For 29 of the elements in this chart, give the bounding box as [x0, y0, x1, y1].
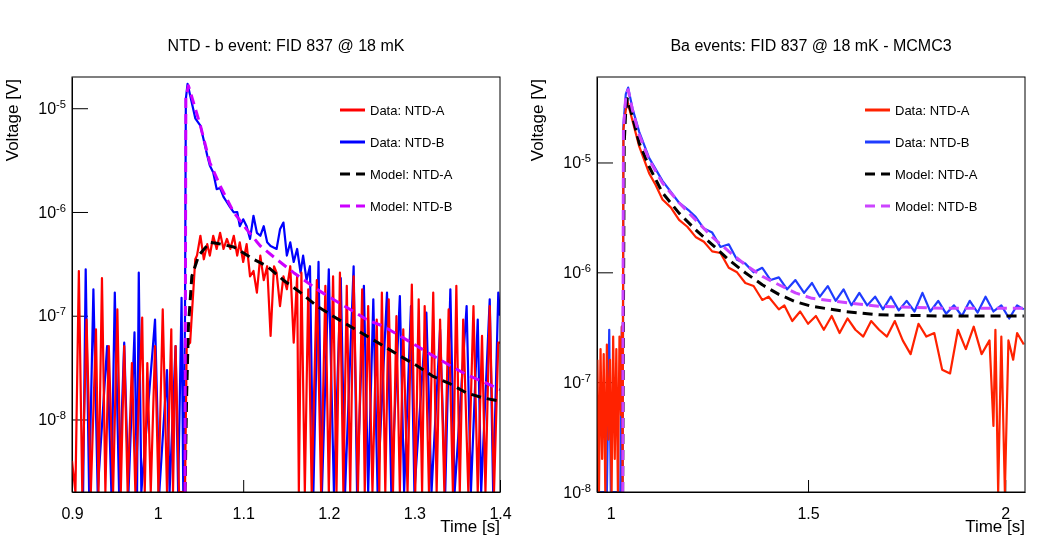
x-tick-label: 1: [606, 505, 616, 523]
legend-label: Data: NTD-B: [895, 135, 970, 150]
y-axis-title: Voltage [V]: [3, 79, 22, 162]
x-tick-label: 1.2: [318, 505, 341, 523]
x-tick-label: 0.9: [61, 505, 84, 523]
legend-label: Model: NTD-A: [370, 167, 453, 182]
x-tick-label: 1.3: [403, 505, 427, 523]
y-tick-label: 10$^{-7}$: [38, 305, 66, 325]
x-tick-label: 1.1: [232, 505, 255, 523]
legend-label: Model: NTD-A: [895, 167, 978, 182]
y-tick-label: 10$^{-8}$: [563, 481, 591, 501]
y-axis-title: Voltage [V]: [528, 79, 547, 162]
legend-label: Model: NTD-B: [370, 199, 453, 214]
y-tick-label: 10$^{-6}$: [38, 201, 66, 221]
y-tick-label: 10$^{-5}$: [38, 97, 66, 117]
legend-label: Data: NTD-A: [370, 103, 445, 118]
chart-title: Ba events: FID 837 @ 18 mK - MCMC3: [670, 37, 952, 54]
legend-label: Data: NTD-A: [895, 103, 970, 118]
chart-title: NTD - b event: FID 837 @ 18 mK: [167, 37, 405, 54]
x-tick-label: 1.5: [797, 505, 820, 523]
y-tick-label: 10$^{-5}$: [563, 152, 591, 172]
legend-label: Data: NTD-B: [370, 135, 445, 150]
y-tick-label: 10$^{-8}$: [38, 409, 66, 429]
line-series: [183, 84, 500, 492]
x-tick-label: 1: [153, 505, 163, 523]
y-tick-label: 10$^{-7}$: [563, 371, 591, 391]
line-series: [82, 82, 500, 492]
y-tick-label: 10$^{-6}$: [563, 261, 591, 281]
legend-label: Model: NTD-B: [895, 199, 978, 214]
